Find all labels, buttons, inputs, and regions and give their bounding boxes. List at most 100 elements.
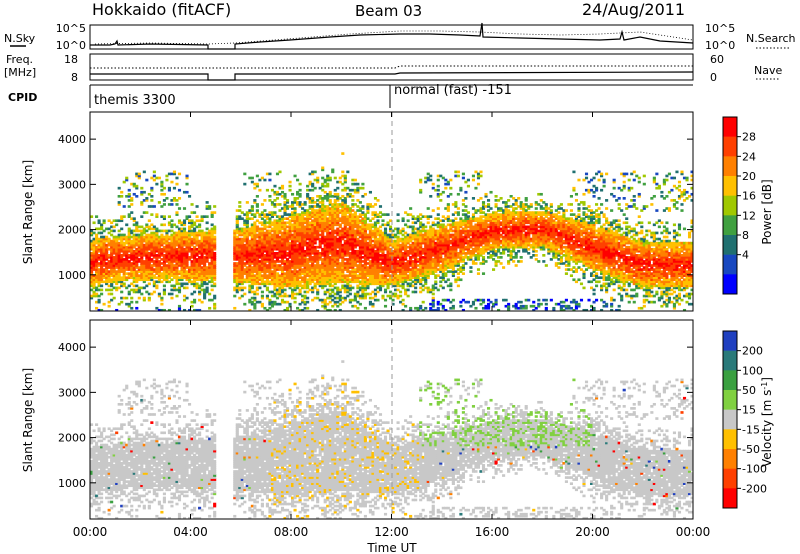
power-cell <box>167 274 171 278</box>
power-cell <box>439 233 443 237</box>
power-cell <box>270 276 275 280</box>
power-cell <box>363 282 367 286</box>
power-cell <box>115 251 119 255</box>
power-cell <box>157 274 161 278</box>
power-cell <box>356 231 360 235</box>
power-cell <box>321 227 325 231</box>
power-cell <box>341 221 345 225</box>
power-cell <box>177 306 182 310</box>
power-cell <box>311 268 315 271</box>
power-cell <box>451 221 455 225</box>
power-cell <box>102 276 106 280</box>
power-cell <box>248 251 252 255</box>
power-cell <box>296 221 300 225</box>
power-cell <box>431 251 435 255</box>
power-cell <box>278 284 282 288</box>
power-cell <box>346 243 350 247</box>
power-cell <box>404 268 408 271</box>
power-cell <box>291 219 295 223</box>
power-cell <box>285 231 290 235</box>
power-cell <box>92 245 96 249</box>
power-cell <box>213 251 217 255</box>
power-cell <box>348 266 352 269</box>
power-cell <box>296 239 300 243</box>
power-cell <box>386 239 390 243</box>
power-cell <box>401 251 405 255</box>
power-cell <box>193 245 197 249</box>
power-cell <box>193 231 197 235</box>
power-cell <box>278 235 282 239</box>
power-cell <box>391 280 395 284</box>
power-cell <box>323 235 327 239</box>
power-cell <box>431 247 435 251</box>
power-cell <box>122 266 126 269</box>
power-cell <box>250 286 254 290</box>
power-cell <box>376 264 380 267</box>
power-cell <box>105 262 109 265</box>
power-cell <box>323 268 327 271</box>
power-cell <box>419 233 423 237</box>
power-cell <box>338 229 342 233</box>
power-cell <box>205 247 209 251</box>
power-cell <box>338 308 342 311</box>
power-cell <box>439 231 443 235</box>
power-cell <box>416 268 420 271</box>
power-cell <box>326 235 330 239</box>
power-cell <box>439 302 443 306</box>
power-cell <box>326 221 330 225</box>
power-cell <box>439 237 443 241</box>
power-cell <box>97 243 101 247</box>
power-cell <box>145 256 149 259</box>
power-cell <box>155 260 159 263</box>
power-cell <box>193 290 197 294</box>
power-cell <box>198 251 202 255</box>
power-cell <box>182 282 187 286</box>
power-cell <box>326 233 330 237</box>
power-cell <box>150 245 154 249</box>
power-cell <box>399 278 403 282</box>
power-cell <box>348 300 352 304</box>
power-cell <box>328 264 332 267</box>
power-cell <box>125 254 129 257</box>
power-cell <box>175 270 179 273</box>
power-cell <box>328 266 332 269</box>
power-cell <box>383 262 388 265</box>
power-cell <box>321 304 325 308</box>
power-cell <box>255 182 259 186</box>
power-cell <box>311 188 315 192</box>
power-cell <box>308 258 312 261</box>
power-cell <box>100 262 104 265</box>
power-cell <box>240 280 244 284</box>
power-cell <box>316 308 320 311</box>
power-cell <box>373 298 378 302</box>
power-cell <box>421 284 425 288</box>
power-cell <box>346 280 350 284</box>
power-cell <box>396 288 400 292</box>
power-cell <box>348 192 352 196</box>
power-cell <box>416 229 420 233</box>
power-cell <box>368 266 372 269</box>
power-cell <box>288 227 292 231</box>
power-cell <box>358 288 362 292</box>
power-cell <box>177 251 182 255</box>
power-cell <box>451 241 455 245</box>
power-cell <box>100 260 104 263</box>
power-cell <box>180 233 184 237</box>
power-cell <box>288 188 292 192</box>
power-cell <box>361 229 365 233</box>
power-cell <box>391 278 395 282</box>
power-cell <box>298 251 302 255</box>
power-cell <box>456 213 460 216</box>
power-cell <box>92 231 96 235</box>
power-cell <box>318 266 322 269</box>
power-cell <box>150 186 154 190</box>
power-cell <box>260 237 264 241</box>
power-cell <box>210 249 214 253</box>
power-cell <box>273 278 277 282</box>
power-cell <box>311 272 315 275</box>
power-cell <box>140 186 144 190</box>
power-cell <box>394 247 398 251</box>
power-cell <box>278 290 282 294</box>
power-cell <box>253 182 257 186</box>
power-cell <box>376 274 380 278</box>
